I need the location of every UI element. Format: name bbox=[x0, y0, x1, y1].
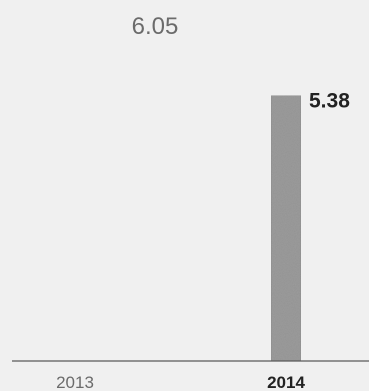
data-label-2013: 6.05 bbox=[132, 13, 179, 40]
x-tick-label-2014: 2014 bbox=[267, 373, 305, 391]
data-label-2014: 5.38 bbox=[309, 90, 350, 113]
x-tick-label-2013: 2013 bbox=[56, 373, 94, 391]
data-labels: 6.05 5.38 bbox=[132, 13, 351, 113]
bar-2014 bbox=[270, 95, 302, 362]
x-axis-tick-labels: 2013 2014 bbox=[56, 373, 305, 391]
bars bbox=[270, 95, 302, 362]
